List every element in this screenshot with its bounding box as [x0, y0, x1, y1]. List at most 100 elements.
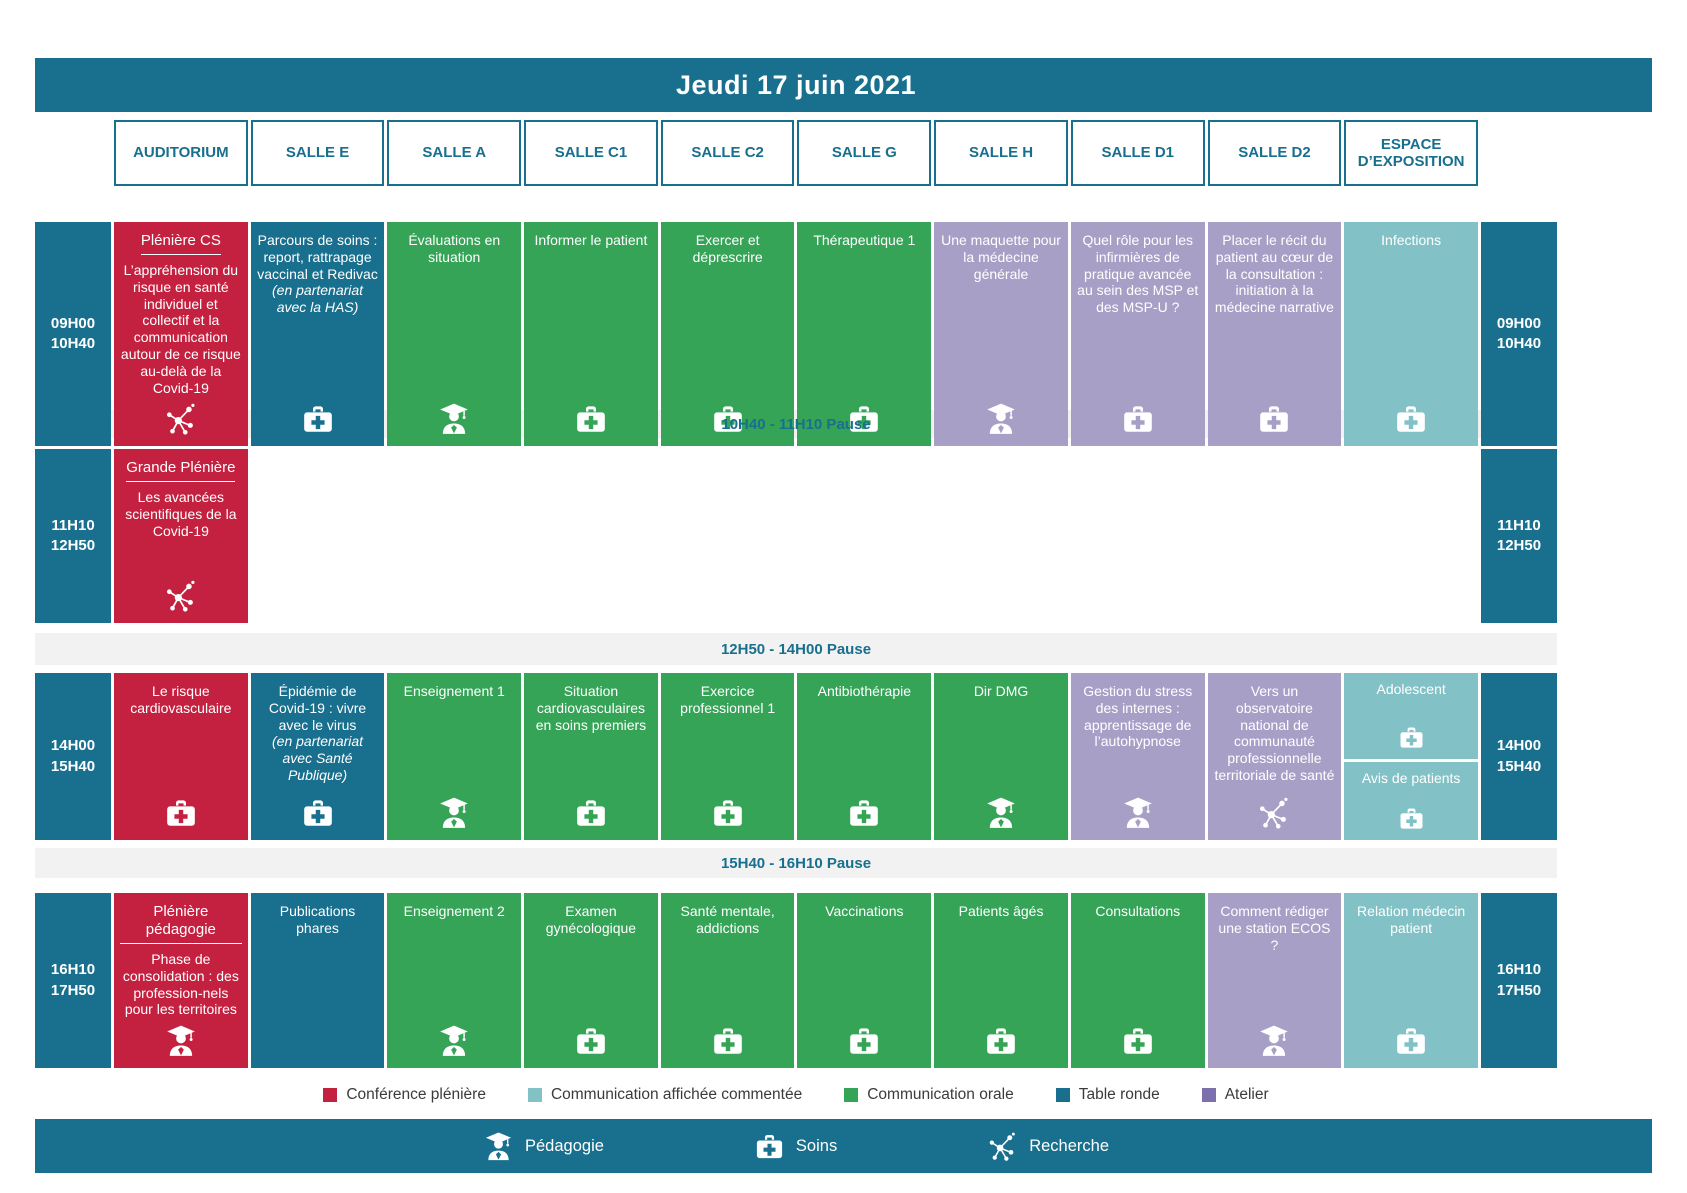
- session-title: Placer le récit du patient au cœur de la…: [1214, 232, 1334, 316]
- icon-legend-label: Pédagogie: [525, 1136, 604, 1155]
- time-cell-left: 09H00 10H40: [35, 222, 111, 447]
- recherche-icon: [987, 1131, 1018, 1162]
- session-cell: Santé mentale, addictions: [660, 893, 795, 1069]
- time-cell-left: 14H00 15H40: [35, 673, 111, 840]
- session-cell: Relation médecin patient: [1344, 893, 1478, 1069]
- legend-label: Table ronde: [1078, 1086, 1160, 1103]
- session-cell: Thérapeutique 1: [797, 222, 932, 447]
- room-header-salle-d1: SALLE D1: [1070, 120, 1205, 186]
- legend-swatch-communication-affichee: [527, 1088, 542, 1102]
- session-title: Infections: [1381, 232, 1442, 248]
- session-cell: Patients âgés: [934, 893, 1068, 1069]
- session-title: Gestion du stress des internes : apprent…: [1083, 683, 1193, 750]
- session-cell: Exercer et déprescrire: [660, 222, 795, 447]
- session-title: Le risque cardiovasculaire: [130, 683, 232, 716]
- soins-icon: [301, 396, 335, 436]
- legend-label: Communication affichée commentée: [550, 1086, 803, 1103]
- room-header-salle-e: SALLE E: [250, 120, 385, 186]
- session-title: Enseignement 1: [403, 683, 505, 699]
- session-cell: Situation cardiovasculaires en soins pre…: [524, 673, 658, 840]
- session-cell: Enseignement 2: [387, 893, 522, 1069]
- session-title: Exercice professionnel 1: [680, 683, 776, 716]
- session-title: Comment rédiger une station ECOS ?: [1218, 903, 1331, 953]
- session-cell: Plénière CS L’appréhension du risque en …: [114, 222, 248, 447]
- legend-label: Atelier: [1224, 1086, 1269, 1103]
- pedagogie-icon: [437, 1018, 471, 1058]
- room-header-salle-d2: SALLE D2: [1207, 120, 1342, 186]
- session-cell: Plénière pédagogie Phase de consolidatio…: [114, 893, 248, 1069]
- session-cell: Le risque cardiovasculaire: [114, 673, 248, 840]
- session-title: Patients âgés: [958, 903, 1044, 919]
- session-note: (en partenariat avec Santé Publique): [272, 733, 364, 783]
- schedule-row-2: 11H10 12H50 Grande Plénière Les avancées…: [35, 449, 1557, 623]
- time-start: 16H10: [1496, 961, 1542, 979]
- soins-icon: [847, 790, 881, 830]
- empty-slot: [251, 449, 1478, 623]
- session-title: Relation médecin patient: [1357, 903, 1466, 936]
- session-heading: Plénière CS: [140, 232, 221, 255]
- recherche-icon: [1257, 790, 1291, 830]
- session-title: Enseignement 2: [403, 903, 505, 919]
- soins-icon: [1257, 396, 1291, 436]
- time-start: 14H00: [1496, 737, 1542, 755]
- time-start: 11H10: [1497, 516, 1541, 534]
- legend-label: Conférence plénière: [346, 1086, 486, 1103]
- page-title: Jeudi 17 juin 2021: [675, 69, 917, 100]
- session-cell: Vers un observatoire national de communa…: [1207, 673, 1342, 840]
- time-cell-left: 11H10 12H50: [35, 449, 111, 623]
- session-title: Situation cardiovasculaires en soins pre…: [535, 683, 647, 733]
- session-cell: Avis de patients: [1344, 761, 1478, 840]
- time-end: 10H40: [50, 335, 96, 353]
- title-bar: Jeudi 17 juin 2021: [35, 58, 1652, 112]
- room-header-salle-c1: SALLE C1: [524, 120, 658, 186]
- session-title: Publications phares: [279, 903, 356, 936]
- session-title: Phase de consolidation : des profession-…: [122, 951, 239, 1018]
- session-cell: Une maquette pour la médecine générale: [934, 222, 1068, 447]
- session-title: Une maquette pour la médecine générale: [941, 232, 1061, 282]
- legend-swatch-table-ronde: [1055, 1088, 1070, 1102]
- session-cell: Grande Plénière Les avancées scientifiqu…: [114, 449, 248, 623]
- session-title: Exercer et déprescrire: [692, 232, 763, 265]
- pedagogie-icon: [483, 1131, 514, 1162]
- soins-icon: [1121, 396, 1155, 436]
- soins-icon: [1394, 396, 1428, 436]
- pedagogie-icon: [437, 396, 471, 436]
- time-start: 09H00: [1496, 314, 1542, 332]
- pedagogie-icon: [437, 790, 471, 830]
- session-title: Évaluations en situation: [408, 232, 501, 265]
- session-title: Épidémie de Covid-19 : vivre avec le vir…: [268, 683, 367, 733]
- session-cell: Antibiothérapie: [797, 673, 932, 840]
- room-header-espace-exposition: ESPACE D’EXPOSITION: [1344, 120, 1478, 186]
- legend-item: Conférence plénière: [323, 1086, 486, 1104]
- icon-legend-label: Recherche: [1029, 1136, 1109, 1155]
- time-end: 17H50: [1496, 981, 1542, 999]
- session-cell: Infections: [1344, 222, 1478, 447]
- time-end: 12H50: [50, 537, 96, 554]
- time-end: 10H40: [1496, 335, 1542, 353]
- icon-legend: Pédagogie Soins Recherche: [35, 1131, 1557, 1162]
- soins-icon: [984, 1018, 1018, 1058]
- session-cell: Consultations: [1070, 893, 1205, 1069]
- legend-swatch-atelier: [1201, 1088, 1216, 1102]
- soins-icon: [574, 396, 608, 436]
- room-header-auditorium: AUDITORIUM: [114, 120, 248, 186]
- session-cell: Comment rédiger une station ECOS ?: [1207, 893, 1342, 1069]
- soins-icon: [164, 790, 198, 830]
- soins-icon: [301, 790, 335, 830]
- legend-swatch-conference-pleniere: [323, 1088, 338, 1102]
- session-title: Adolescent: [1376, 681, 1446, 697]
- session-title: Informer le patient: [534, 232, 648, 248]
- session-cell: Publications phares: [250, 893, 385, 1069]
- time-start: 11H10: [51, 516, 95, 534]
- schedule-row-3: 14H00 15H40 Le risque cardiovasculaire É…: [35, 673, 1557, 840]
- time-cell-right: 16H10 17H50: [1480, 893, 1557, 1069]
- time-start: 14H00: [50, 737, 96, 755]
- recherche-icon: [164, 396, 198, 436]
- session-title: Vaccinations: [825, 903, 904, 919]
- session-title: Santé mentale, addictions: [680, 903, 775, 936]
- pedagogie-icon: [1121, 790, 1155, 830]
- room-header-salle-g: SALLE G: [797, 120, 932, 186]
- time-cell-right: 14H00 15H40: [1480, 673, 1557, 840]
- time-start: 16H10: [50, 961, 96, 979]
- session-cell: Enseignement 1: [387, 673, 522, 840]
